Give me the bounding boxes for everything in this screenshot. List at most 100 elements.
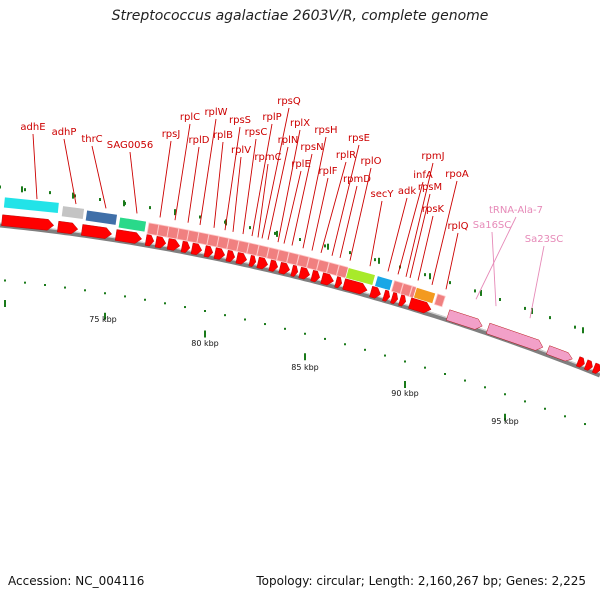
leader-line (431, 180, 458, 285)
cds-arrow (320, 272, 334, 286)
leader-line (257, 163, 269, 238)
cds-arrow (575, 356, 585, 368)
leader-line (129, 151, 138, 214)
rna-gene-arrow (546, 345, 573, 362)
cds-arrow (81, 224, 112, 239)
gene-label-rpld: rplD (189, 135, 210, 146)
feature-blocks (3, 196, 446, 308)
gene-label-sa23sc: Sa23SC (525, 234, 564, 245)
cds-arrow (114, 229, 142, 244)
scale-label: 90 kbp (391, 389, 419, 398)
leader-line (320, 161, 347, 253)
cds-arrow (290, 264, 299, 277)
scale-label: 80 kbp (191, 339, 219, 348)
leader-line (224, 126, 241, 231)
leader-line (159, 140, 172, 218)
leader-line (349, 167, 372, 261)
gene-label-rplx: rplX (290, 118, 310, 129)
gene-label-sa16sc: Sa16SC (473, 220, 512, 231)
leader-line (339, 185, 358, 259)
rna-gene-arrow (446, 309, 483, 330)
leader-line (277, 129, 301, 243)
gene-label-rple: rplE (291, 159, 311, 170)
leader-line (242, 138, 257, 235)
cds-arrow (1, 214, 55, 231)
leader-line (291, 153, 313, 246)
gene-label-trna-ala-7: tRNA-Ala-7 (489, 205, 543, 216)
gene-label-rpln: rplN (278, 135, 299, 146)
leader-line (445, 232, 459, 290)
cds-arrow (144, 234, 155, 247)
gene-label-rpse: rpsE (348, 133, 370, 144)
gene-label-rpss: rpsS (229, 115, 251, 126)
leader-line (387, 197, 408, 272)
gene-label-rpmj: rpmJ (421, 151, 444, 162)
cds-arrow (342, 278, 368, 295)
backbone-highlight (0, 222, 600, 374)
cds-arrow (256, 256, 268, 270)
gene-label-secy: secY (371, 189, 395, 200)
cds-arrow (235, 252, 248, 265)
gene-label-rpsk: rpsK (422, 204, 445, 215)
gene-label-rplw: rplW (204, 107, 227, 118)
genome-stats-text: Topology: circular; Length: 2,160,267 bp… (256, 574, 586, 588)
gene-label-rpmd: rpmD (343, 174, 371, 185)
leader-line (475, 216, 517, 300)
cds-arrow (180, 240, 191, 253)
cds-arrow (154, 236, 167, 249)
gene-label-rplr: rplR (336, 150, 356, 161)
cds-arrow (591, 362, 600, 374)
cds-arrow (268, 259, 279, 272)
gene-label-rpsj: rpsJ (162, 129, 181, 140)
leader-line (405, 162, 434, 277)
scale-labels: 75 kbp 80 kbp 85 kbp 90 kbp 95 kbp (89, 315, 519, 426)
leader-line (91, 145, 107, 209)
cds-arrow (408, 297, 432, 314)
cds-arrow (369, 285, 381, 299)
leader-line (302, 136, 327, 249)
leader-line (63, 138, 77, 205)
feature-block-adhE (3, 196, 60, 214)
leader-line (409, 193, 431, 279)
gene-label-rpsc: rpsC (245, 127, 268, 138)
leader-line (199, 118, 217, 226)
feature-block-ribosomal (399, 282, 413, 297)
leader-line (311, 177, 329, 251)
gene-label-rpsn: rpsN (300, 142, 323, 153)
scale-label: 95 kbp (491, 417, 519, 426)
cds-arrow (278, 262, 290, 275)
leader-line (174, 123, 191, 221)
gene-label-rplo: rplO (360, 156, 381, 167)
gene-label-rplp: rplP (262, 112, 281, 123)
feature-block-rpoA (412, 286, 437, 305)
gene-label-adk: adk (398, 186, 416, 197)
leader-line (331, 144, 360, 256)
scale-label: 85 kbp (291, 363, 319, 372)
cds-arrow (390, 292, 398, 305)
cds-arrow (382, 289, 390, 302)
cds-arrow (398, 294, 406, 307)
leader-line (267, 146, 289, 240)
leader-line (261, 107, 290, 239)
gene-label-rpsm: rpsM (418, 182, 442, 193)
feature-block-secY (345, 267, 376, 286)
tick-marks (0, 185, 586, 426)
leader-line (283, 170, 302, 244)
cds-arrow (203, 245, 214, 258)
leader-line (187, 146, 200, 223)
gene-label-rplv: rplV (231, 145, 251, 156)
gene-label-sag0056: SAG0056 (107, 140, 153, 151)
map-title: Streptococcus agalactiae 2603V/R, comple… (111, 8, 489, 24)
leader-line (213, 141, 224, 228)
gene-labels: adhE adhP thrC SAG0056 rpsJ rplC rplD rplW rplB r… (20, 96, 563, 245)
scale-label: 75 kbp (89, 315, 117, 324)
gene-label-rpoa: rpoA (445, 169, 469, 180)
gene-label-adhe: adhE (20, 122, 45, 133)
leader-line (369, 200, 383, 267)
feature-block-thrC (84, 209, 118, 226)
feature-block-adhP (60, 205, 85, 220)
backbone-line (0, 222, 600, 378)
gene-label-rplc: rplC (180, 112, 200, 123)
gene-label-infa: infA (413, 170, 433, 181)
